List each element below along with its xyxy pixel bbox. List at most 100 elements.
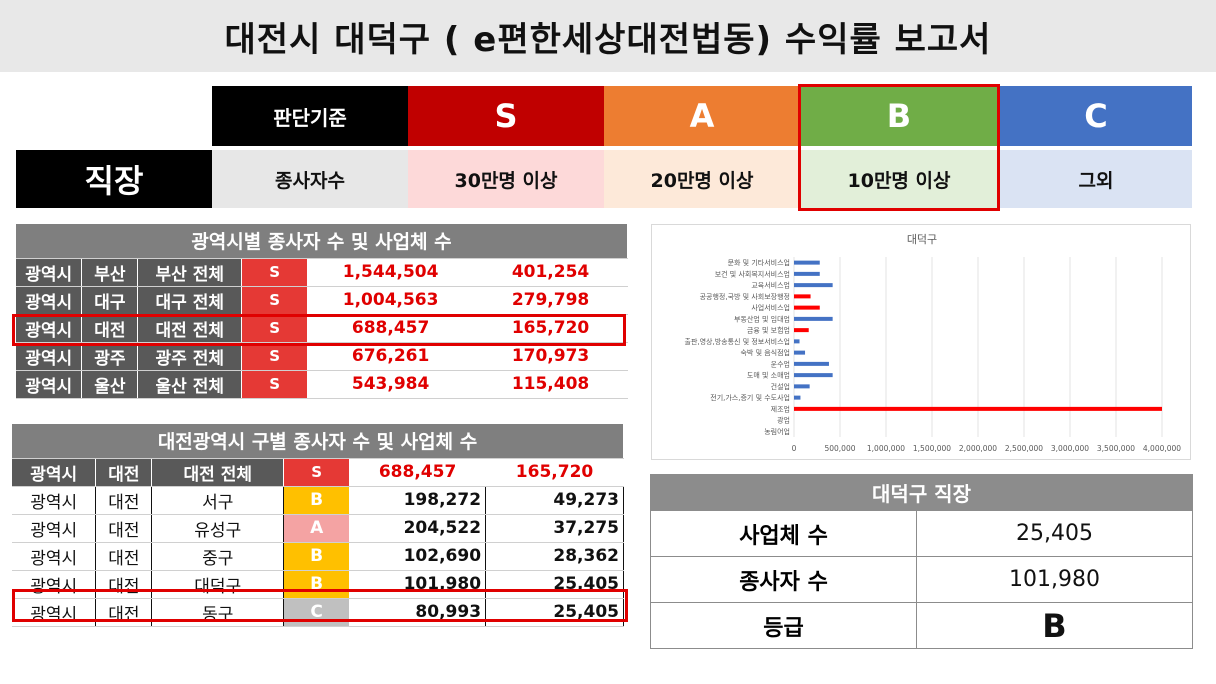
- chart-bar: [794, 406, 1162, 411]
- workers-cell: 1,004,563: [307, 286, 475, 315]
- type-cell: 광역시: [12, 542, 97, 571]
- chart-bar: [794, 271, 820, 276]
- table-row: 광역시 대전 대덕구 B 101,980 25,405: [12, 570, 624, 599]
- chart-bar: [794, 384, 810, 389]
- daejeon-row-highlight: [12, 314, 626, 346]
- section-label-workplace: 직장: [16, 150, 212, 208]
- daejeon-table-title: 대전광역시 구별 종사자 수 및 사업체 수: [12, 424, 624, 459]
- daedeok-row-highlight: [12, 589, 628, 622]
- grade-a-header: A: [604, 86, 800, 146]
- chart-bar: [794, 339, 800, 344]
- type-cell: 광역시: [16, 342, 83, 371]
- firms-cell: 165,720: [473, 314, 628, 343]
- grade-cell: S: [241, 370, 309, 399]
- table-row: 광역시 광주 광주 전체 S 676,261 170,973: [16, 342, 628, 371]
- firms-cell: 115,408: [473, 370, 628, 399]
- city-cell: 대전: [95, 542, 153, 571]
- city-cell: 울산: [81, 370, 139, 399]
- firms-cell: 170,973: [473, 342, 628, 371]
- chart-x-tick-label: 1,000,000: [867, 444, 905, 453]
- city-cell: 대전: [81, 314, 139, 343]
- city-cell: 광주: [81, 342, 139, 371]
- area-cell: 유성구: [151, 514, 285, 543]
- chart-x-tick-label: 1,500,000: [913, 444, 951, 453]
- table-row: 광역시 대전 서구 B 198,272 49,273: [12, 486, 624, 515]
- criteria-header: 판단기준: [212, 86, 408, 146]
- area-cell: 대전 전체: [137, 314, 243, 343]
- area-cell: 대전 전체: [151, 458, 285, 487]
- page-title: 대전시 대덕구 ( e편한세상대전법동) 수익률 보고서: [224, 19, 992, 60]
- metro-table-title: 광역시별 종사자 수 및 사업체 수: [16, 224, 628, 259]
- area-cell: 중구: [151, 542, 285, 571]
- grade-cell: S: [241, 286, 309, 315]
- type-cell: 광역시: [16, 258, 83, 287]
- chart-title: 대덕구: [907, 233, 937, 246]
- firms-cell: 165,720: [485, 458, 624, 487]
- grade-c-letter: C: [1084, 97, 1108, 135]
- chart-x-tick-label: 3,000,000: [1051, 444, 1089, 453]
- grade-cell: A: [283, 514, 351, 543]
- summary-grade-value: B: [916, 602, 1193, 649]
- workers-cell: 676,261: [307, 342, 475, 371]
- summary-row: 사업체 수 25,405: [650, 510, 1193, 557]
- chart-x-tick-label: 2,000,000: [959, 444, 997, 453]
- grade-b-highlight: [798, 84, 1000, 211]
- chart-category-label: 부동산업 및 임대업: [734, 314, 790, 323]
- firms-cell: 401,254: [473, 258, 628, 287]
- chart-category-label: 농림어업: [764, 427, 790, 436]
- firms-cell: 279,798: [473, 286, 628, 315]
- grade-b-threshold: 10만명 이상: [800, 150, 998, 208]
- table-row: 광역시 울산 울산 전체 S 543,984 115,408: [16, 370, 628, 399]
- criteria-header-text: 판단기준: [273, 105, 347, 130]
- area-cell: 서구: [151, 486, 285, 515]
- grade-cell: S: [283, 458, 351, 487]
- chart-x-tick-label: 3,500,000: [1097, 444, 1135, 453]
- table-row: 광역시 대전 대전 전체 S 688,457 165,720: [16, 314, 628, 343]
- chart-category-label: 도매 및 소매업: [747, 372, 790, 380]
- summary-value: 25,405: [916, 510, 1193, 557]
- chart-bar: [794, 316, 833, 321]
- city-cell: 대전: [95, 486, 153, 515]
- chart-category-label: 교육서비스업: [751, 281, 790, 290]
- grade-a-letter: A: [689, 97, 715, 135]
- firms-cell: 49,273: [485, 486, 624, 515]
- chart-bar: [794, 305, 820, 310]
- grade-a-threshold-text: 20만명 이상: [650, 169, 754, 192]
- chart-category-label: 제조업: [771, 405, 790, 413]
- metro-table: 광역시별 종사자 수 및 사업체 수 광역시 부산 부산 전체 S 1,544,…: [16, 224, 628, 399]
- area-cell: 대구 전체: [137, 286, 243, 315]
- grade-b-letter: B: [886, 97, 912, 135]
- chart-bar: [794, 350, 806, 355]
- grade-cell: B: [283, 486, 351, 515]
- chart-x-tick-label: 0: [792, 444, 797, 453]
- workers-cell: 198,272: [349, 486, 487, 515]
- grade-cell: S: [241, 342, 309, 371]
- grade-s-header: S: [408, 86, 604, 146]
- grade-cell: B: [283, 570, 351, 599]
- grade-b-header: B: [800, 86, 998, 146]
- firms-cell: 25,405: [485, 570, 624, 599]
- chart-category-label: 문화 및 기타서비스업: [728, 258, 790, 267]
- chart-x-tick-label: 4,000,000: [1143, 444, 1181, 453]
- grade-cell: S: [241, 314, 309, 343]
- chart-x-tick-label: 2,500,000: [1005, 444, 1043, 453]
- area-cell: 부산 전체: [137, 258, 243, 287]
- type-cell: 광역시: [12, 486, 97, 515]
- table-row: 광역시 대전 유성구 A 204,522 37,275: [12, 514, 624, 543]
- chart-category-label: 건설업: [771, 382, 790, 391]
- chart-x-tick-label: 500,000: [824, 444, 855, 453]
- workers-cell: 204,522: [349, 514, 487, 543]
- chart-category-label: 사업서비스업: [751, 303, 790, 312]
- city-cell: 대구: [81, 286, 139, 315]
- table-row: 광역시 대전 중구 B 102,690 28,362: [12, 542, 624, 571]
- type-cell: 광역시: [12, 514, 97, 543]
- workers-cell: 543,984: [307, 370, 475, 399]
- chart-bar: [794, 260, 820, 265]
- workers-cell: 1,544,504: [307, 258, 475, 287]
- workers-cell: 688,457: [349, 458, 487, 487]
- city-cell: 대전: [95, 458, 153, 487]
- chart-category-label: 광업: [777, 417, 790, 425]
- chart-category-label: 금융 및 보험업: [747, 327, 790, 335]
- summary-row: 종사자 수 101,980: [650, 556, 1193, 603]
- table-row: 광역시 대전 대전 전체 S 688,457 165,720: [12, 458, 624, 487]
